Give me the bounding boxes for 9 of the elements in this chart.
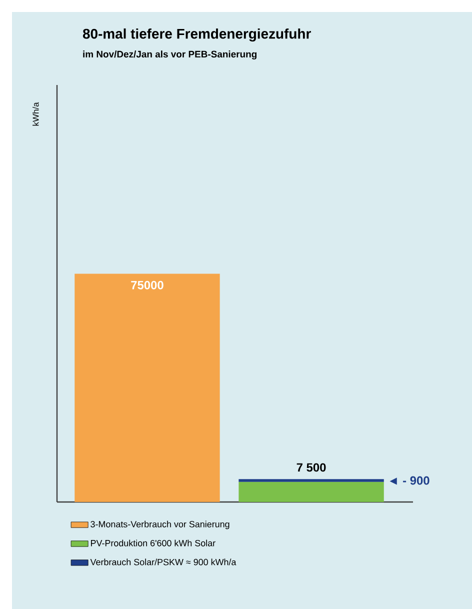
chart-subtitle: im Nov/Dez/Jan als vor PEB-Sanierung [83, 50, 257, 60]
legend-label: 3-Monats-Verbrauch vor Sanierung [90, 520, 230, 530]
legend-label: Verbrauch Solar/PSKW ≈ 900 kWh/a [90, 558, 236, 566]
total-label: 7 500 [296, 463, 326, 472]
y-axis-title: kWh/a [32, 102, 39, 126]
data-label: 75000 [131, 280, 164, 290]
chart-title: 80-mal tiefere Fremdenergiezufuhr [82, 28, 311, 42]
legend-label: PV-Produktion 6'600 kWh Solar [91, 540, 216, 546]
annotation: ◄ - 900 [390, 476, 430, 485]
